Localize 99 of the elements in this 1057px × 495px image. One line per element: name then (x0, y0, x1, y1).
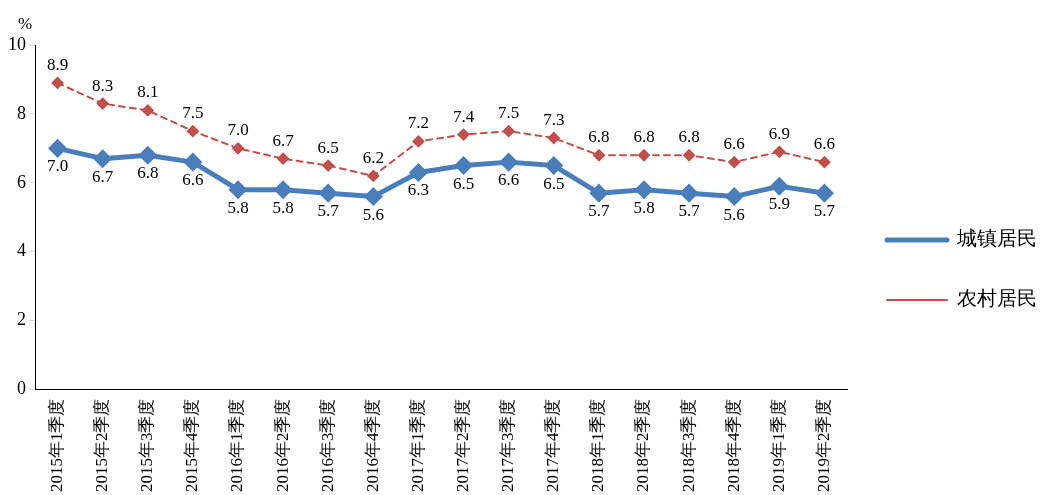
data-label: 6.6 (182, 170, 204, 190)
data-label: 6.6 (813, 134, 836, 154)
data-label: 8.3 (92, 75, 114, 95)
data-label: 5.7 (678, 201, 701, 221)
point (545, 157, 563, 175)
y-tick-label: 4 (17, 240, 26, 261)
legend-label: 农村居民 (957, 287, 1037, 310)
point (502, 125, 515, 138)
point (680, 184, 698, 202)
data-label: 6.7 (92, 166, 114, 186)
legend-label: 城镇居民 (956, 227, 1037, 250)
y-tick-label: 10 (8, 33, 26, 54)
x-tick-label: 2015年1季度 (47, 398, 67, 492)
data-label: 7.5 (498, 103, 520, 123)
point (547, 132, 560, 145)
point (592, 149, 605, 162)
point (274, 181, 292, 199)
data-label: 7.4 (452, 106, 475, 126)
x-tick-label: 2017年3季度 (498, 398, 518, 492)
y-tick-label: 0 (17, 378, 26, 399)
data-label: 6.6 (498, 170, 520, 190)
data-label: 6.9 (768, 123, 790, 143)
point (319, 184, 337, 202)
x-tick-label: 2018年4季度 (723, 398, 743, 492)
data-label: 6.3 (407, 180, 430, 200)
data-label: 5.6 (723, 204, 745, 224)
data-label: 6.6 (723, 134, 745, 154)
data-label: 8.1 (137, 82, 159, 102)
y-tick-label: 6 (17, 171, 26, 192)
data-label: 7.5 (182, 103, 204, 123)
data-label: 7.0 (227, 120, 249, 140)
point (770, 177, 788, 195)
y-tick-label: 8 (17, 102, 26, 123)
x-tick-label: 2019年1季度 (768, 398, 788, 492)
point (94, 150, 112, 168)
point (638, 149, 650, 162)
y-axis-title: % (17, 13, 33, 33)
data-label: 6.5 (543, 173, 565, 193)
data-label: 5.8 (633, 197, 655, 217)
data-label: 5.6 (362, 204, 384, 224)
data-label: 6.8 (678, 127, 700, 147)
x-tick-label: 2016年2季度 (272, 398, 292, 492)
point (728, 156, 741, 169)
data-label: 6.5 (452, 173, 475, 193)
data-label: 6.8 (633, 127, 655, 147)
point (815, 184, 833, 202)
point (364, 188, 382, 206)
point (322, 159, 335, 172)
data-label: 8.9 (46, 54, 69, 74)
x-tick-label: 2016年4季度 (362, 398, 382, 492)
x-tick-label: 2015年3季度 (137, 398, 157, 492)
data-label: 5.9 (768, 194, 790, 214)
point (141, 104, 154, 117)
x-tick-label: 2019年2季度 (813, 398, 833, 492)
point (457, 128, 470, 141)
data-label: 7.3 (543, 109, 565, 129)
point (186, 125, 199, 138)
x-tick-label: 2015年4季度 (182, 398, 202, 492)
x-tick-label: 2018年1季度 (588, 398, 608, 492)
point (367, 169, 380, 182)
point (500, 153, 518, 171)
data-label: 5.8 (272, 197, 294, 217)
point (590, 184, 608, 202)
data-label: 7.0 (46, 156, 69, 176)
x-tick-label: 2018年3季度 (678, 398, 698, 492)
point (139, 146, 157, 164)
point (818, 156, 831, 169)
point (412, 135, 425, 148)
x-tick-label: 2015年2季度 (92, 398, 112, 492)
data-label: 5.7 (317, 201, 340, 221)
point (49, 139, 67, 157)
data-label: 5.7 (588, 201, 611, 221)
point (455, 157, 473, 175)
point (409, 163, 427, 181)
x-tick-label: 2017年4季度 (543, 398, 563, 492)
data-label: 6.7 (272, 130, 295, 150)
data-label: 6.8 (137, 163, 159, 183)
point (773, 145, 786, 158)
point (635, 181, 653, 199)
data-label: 6.2 (362, 147, 384, 167)
y-tick-label: 2 (17, 309, 26, 330)
point (51, 76, 64, 89)
x-tick-label: 2018年2季度 (633, 398, 653, 492)
point (184, 153, 202, 171)
point (232, 142, 244, 155)
data-label: 5.8 (227, 197, 249, 217)
point (725, 188, 743, 206)
data-label: 6.8 (588, 127, 610, 147)
data-label: 7.2 (407, 113, 430, 133)
x-tick-label: 2017年1季度 (407, 398, 427, 492)
x-tick-label: 2016年1季度 (227, 398, 247, 492)
x-tick-label: 2017年2季度 (453, 398, 473, 492)
data-label: 6.5 (317, 137, 339, 157)
point (277, 152, 290, 165)
point (96, 97, 109, 110)
x-tick-label: 2016年3季度 (317, 398, 337, 492)
point (683, 149, 696, 162)
data-label: 5.7 (813, 201, 836, 221)
point (229, 181, 247, 199)
